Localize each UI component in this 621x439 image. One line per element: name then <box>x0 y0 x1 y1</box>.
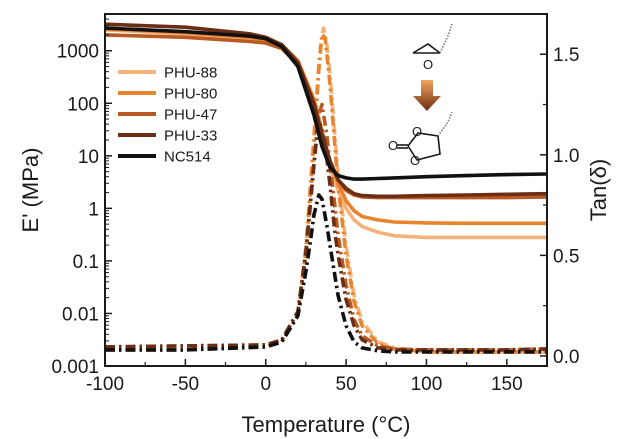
arrow-icon <box>413 80 441 111</box>
y-left-tick-label: 0.001 <box>51 357 99 378</box>
y-left-tick-label: 1 <box>88 199 99 220</box>
legend-label: PHU-80 <box>164 86 217 103</box>
y-right-tick-label: 0.5 <box>553 246 579 267</box>
tan-delta-line-phu-33 <box>105 122 547 352</box>
reaction-scheme: O O O O <box>388 23 453 168</box>
y-right-tick-label: 1.0 <box>553 146 579 167</box>
storage-modulus-line-nc514 <box>105 26 547 181</box>
legend: PHU-88 PHU-80 PHU-47 PHU-33 NC514 <box>118 65 217 166</box>
y-axis-left-title: E' (MPa) <box>18 148 43 233</box>
svg-text:O: O <box>412 124 422 139</box>
x-tick-label: -100 <box>86 374 124 395</box>
legend-label: PHU-47 <box>164 107 217 124</box>
y-axis-right-title: Tan(δ) <box>586 159 611 221</box>
curves-layer <box>105 22 547 354</box>
x-axis: -100 -50 0 50 100 150 <box>86 359 523 395</box>
x-tick-label: -50 <box>172 374 199 395</box>
plot-frame <box>104 13 548 367</box>
x-axis-title: Temperature (°C) <box>242 412 411 437</box>
legend-label: NC514 <box>164 149 211 166</box>
y-axis-left: 0.001 0.01 0.1 1 10 100 1000 <box>51 13 112 378</box>
y-left-tick-label: 10 <box>78 147 99 168</box>
y-right-tick-label: 0.0 <box>553 347 579 368</box>
x-tick-label: 50 <box>336 374 357 395</box>
cyclic-carbonate-structure: O O O <box>388 111 453 168</box>
svg-text:O: O <box>423 57 433 72</box>
tan-delta-line-nc514 <box>105 193 547 354</box>
y-right-tick-label: 1.5 <box>553 45 579 66</box>
legend-label: PHU-88 <box>164 65 217 82</box>
y-left-tick-label: 0.1 <box>73 252 99 273</box>
legend-label: PHU-33 <box>164 128 217 145</box>
epoxide-structure: O <box>412 23 453 72</box>
y-axis-right: 0.0 0.5 1.0 1.5 <box>540 45 579 368</box>
y-left-tick-label: 100 <box>67 94 99 115</box>
y-left-tick-label: 0.01 <box>62 304 99 325</box>
svg-text:O: O <box>410 153 420 168</box>
x-tick-label: 150 <box>491 374 523 395</box>
svg-text:O: O <box>388 138 398 153</box>
x-tick-label: 100 <box>411 374 443 395</box>
y-left-tick-label: 1000 <box>57 42 99 63</box>
x-tick-label: 0 <box>260 374 271 395</box>
